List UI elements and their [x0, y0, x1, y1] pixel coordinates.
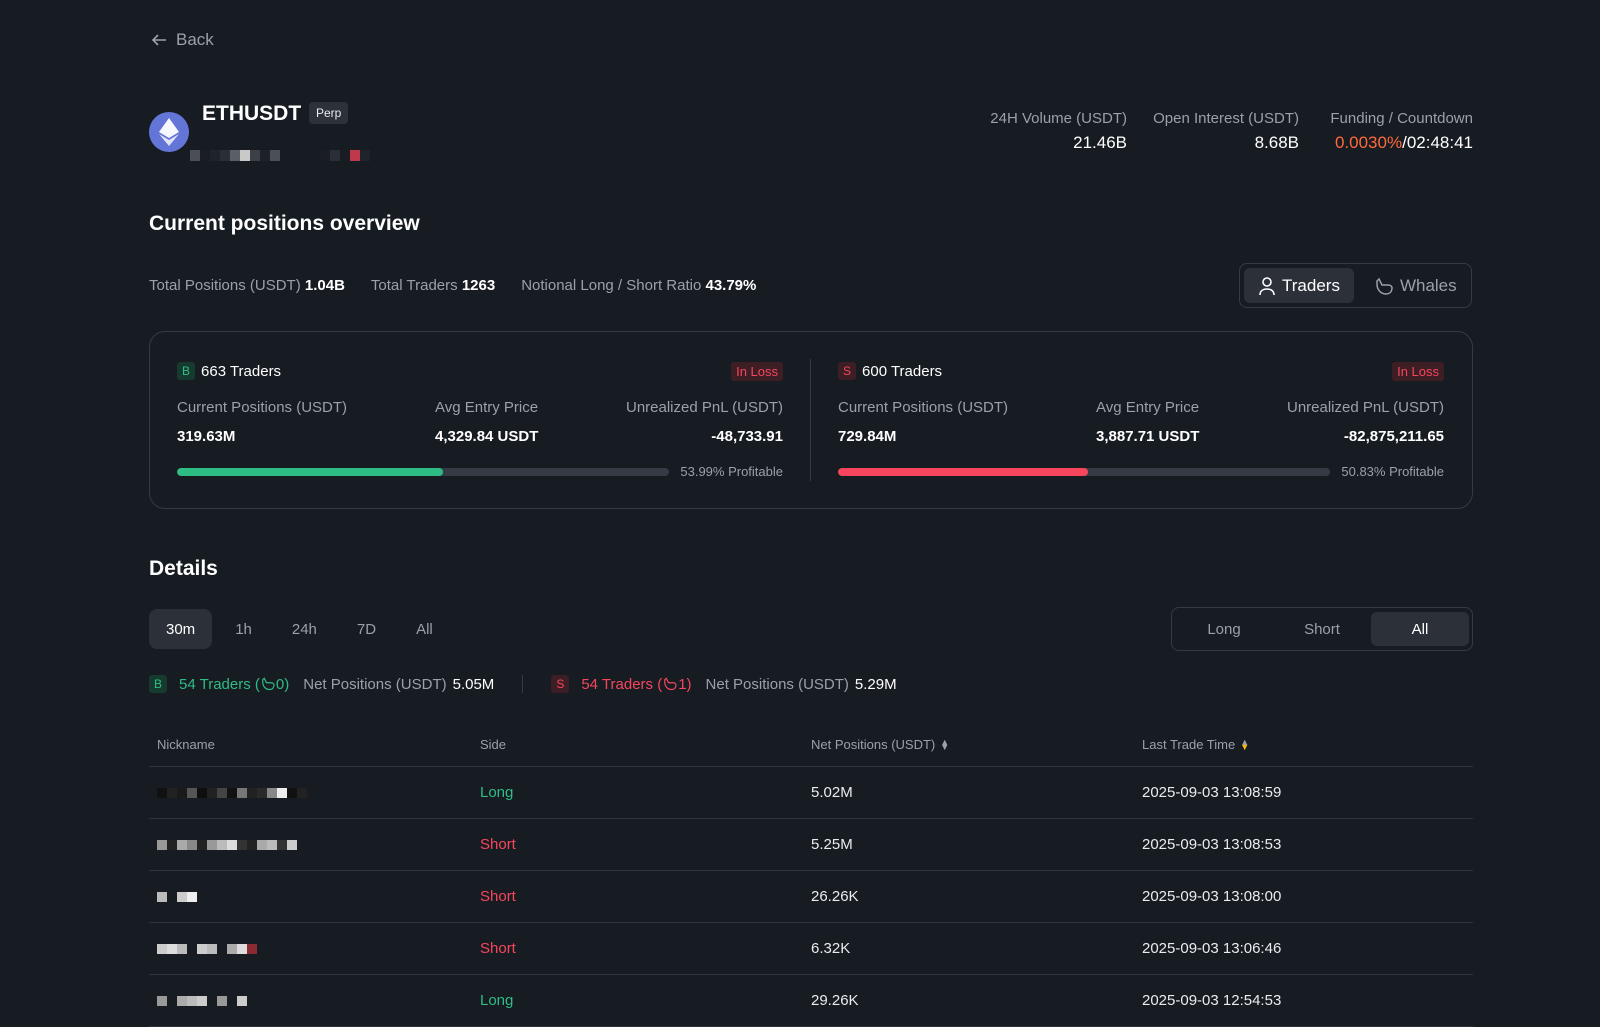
- side-cell: Short: [480, 888, 516, 905]
- net-positions-cell: 6.32K: [811, 940, 851, 957]
- net-positions-cell: 5.02M: [811, 784, 853, 801]
- short-net-traders: 54 Traders (1): [581, 675, 692, 693]
- positions-table: Nickname Side Net Positions (USDT) ▲ ▼ Las…: [149, 722, 1473, 1027]
- loss-status-badge: In Loss: [731, 362, 783, 381]
- nickname-redacted: [149, 943, 480, 954]
- filter-short[interactable]: Short: [1304, 620, 1340, 638]
- last-trade-time-cell: 2025-09-03 13:08:00: [1142, 888, 1282, 905]
- col-net-positions[interactable]: Net Positions (USDT) ▲ ▼: [811, 736, 950, 753]
- buy-badge: B: [149, 675, 168, 693]
- arrow-left-icon: [151, 34, 166, 46]
- long-profitable-bar: [177, 468, 669, 476]
- whale-icon: [664, 676, 677, 690]
- last-trade-time-cell: 2025-09-03 13:08:53: [1142, 836, 1282, 853]
- side-cell: Long: [480, 992, 514, 1009]
- stat-funding: Funding / Countdown 0.0030%/02:48:41: [1330, 110, 1473, 152]
- tab-30m[interactable]: 30m: [149, 609, 213, 649]
- filter-long[interactable]: Long: [1207, 620, 1241, 638]
- long-panel: B 663 Traders In Loss Current Positions (…: [177, 362, 783, 479]
- net-positions-cell: 5.25M: [811, 836, 853, 853]
- symbol-title: ETHUSDT: [202, 102, 302, 125]
- tab-1h[interactable]: 1h: [235, 620, 252, 638]
- last-trade-time-cell: 2025-09-03 13:06:46: [1142, 940, 1282, 957]
- back-label: Back: [176, 30, 214, 49]
- short-net-value: 5.29M: [854, 675, 897, 693]
- overview-title: Current positions overview: [149, 212, 420, 235]
- side-cell: Short: [480, 940, 516, 957]
- last-trade-time-cell: 2025-09-03 12:54:53: [1142, 992, 1282, 1009]
- long-net-traders: 54 Traders (0): [179, 675, 290, 693]
- long-profitable-text: 53.99% Profitable: [680, 464, 783, 479]
- back-button[interactable]: Back: [150, 30, 214, 50]
- long-net-value: 5.05M: [452, 675, 495, 693]
- nickname-redacted: [149, 839, 480, 850]
- tab-7d[interactable]: 7D: [356, 620, 377, 638]
- table-row[interactable]: Long 29.26K 2025-09-03 12:54:53: [149, 975, 1473, 1027]
- time-range-tabs: 30m 1h 24h 7D All: [149, 609, 450, 649]
- col-nickname: Nickname: [157, 736, 215, 752]
- whales-tab[interactable]: Whales: [1360, 268, 1471, 303]
- overview-summary: Total Positions (USDT) 1.04B Total Trade…: [149, 277, 757, 294]
- filter-all[interactable]: All: [1371, 612, 1469, 646]
- funding-rate: 0.0030%: [1334, 133, 1403, 152]
- side-cell: Short: [480, 836, 516, 853]
- long-traders-count: 663 Traders: [201, 362, 282, 380]
- ethereum-icon: [149, 112, 189, 152]
- side-filter-toggle: Long Short All: [1171, 607, 1473, 651]
- side-cell: Long: [480, 784, 514, 801]
- nickname-redacted: [149, 891, 480, 902]
- short-panel: S 600 Traders In Loss Current Positions (…: [838, 362, 1444, 479]
- perp-badge: Perp: [309, 102, 349, 124]
- col-last-trade-time[interactable]: Last Trade Time ▲ ▼: [1142, 736, 1250, 753]
- short-traders-count: 600 Traders: [862, 362, 943, 380]
- nickname-redacted: [149, 787, 480, 798]
- tab-all-time[interactable]: All: [416, 620, 433, 638]
- redacted-info: [190, 150, 370, 161]
- stat-open-interest: Open Interest (USDT) 8.68B: [1153, 110, 1299, 152]
- short-profitable-bar: [838, 468, 1330, 476]
- sell-badge: S: [838, 362, 857, 380]
- loss-status-badge: In Loss: [1392, 362, 1444, 381]
- table-header: Nickname Side Net Positions (USDT) ▲ ▼ Las…: [149, 722, 1473, 767]
- last-trade-time-cell: 2025-09-03 13:08:59: [1142, 784, 1282, 801]
- traders-whales-toggle: Traders Whales: [1239, 263, 1472, 308]
- nickname-redacted: [149, 995, 480, 1006]
- col-side: Side: [480, 736, 507, 752]
- sort-icon: ▲ ▼: [940, 737, 950, 753]
- countdown: 02:48:41: [1406, 133, 1473, 152]
- net-positions-cell: 29.26K: [811, 992, 859, 1009]
- table-row[interactable]: Short 26.26K 2025-09-03 13:08:00: [149, 871, 1473, 923]
- details-title: Details: [149, 557, 218, 580]
- short-profitable-fill: [838, 468, 1089, 476]
- long-profitable-fill: [177, 468, 443, 476]
- person-icon: [1259, 276, 1275, 295]
- whale-icon: [1376, 277, 1393, 295]
- table-row[interactable]: Short 6.32K 2025-09-03 13:06:46: [149, 923, 1473, 975]
- tab-24h[interactable]: 24h: [291, 620, 317, 638]
- whale-icon: [262, 676, 275, 690]
- panel-divider: [810, 359, 811, 481]
- sort-icon: ▲ ▼: [1240, 737, 1250, 753]
- buy-badge: B: [177, 362, 196, 380]
- traders-tab[interactable]: Traders: [1244, 268, 1354, 303]
- table-row[interactable]: Long 5.02M 2025-09-03 13:08:59: [149, 767, 1473, 819]
- net-positions-summary: B 54 Traders (0) Net Positions (USDT) 5.…: [149, 675, 897, 693]
- table-row[interactable]: Short 5.25M 2025-09-03 13:08:53: [149, 819, 1473, 871]
- stat-volume: 24H Volume (USDT) 21.46B: [990, 110, 1127, 152]
- net-positions-cell: 26.26K: [811, 888, 859, 905]
- positions-overview-card: B 663 Traders In Loss Current Positions (…: [149, 331, 1473, 509]
- short-profitable-text: 50.83% Profitable: [1341, 464, 1444, 479]
- sell-badge: S: [551, 675, 570, 693]
